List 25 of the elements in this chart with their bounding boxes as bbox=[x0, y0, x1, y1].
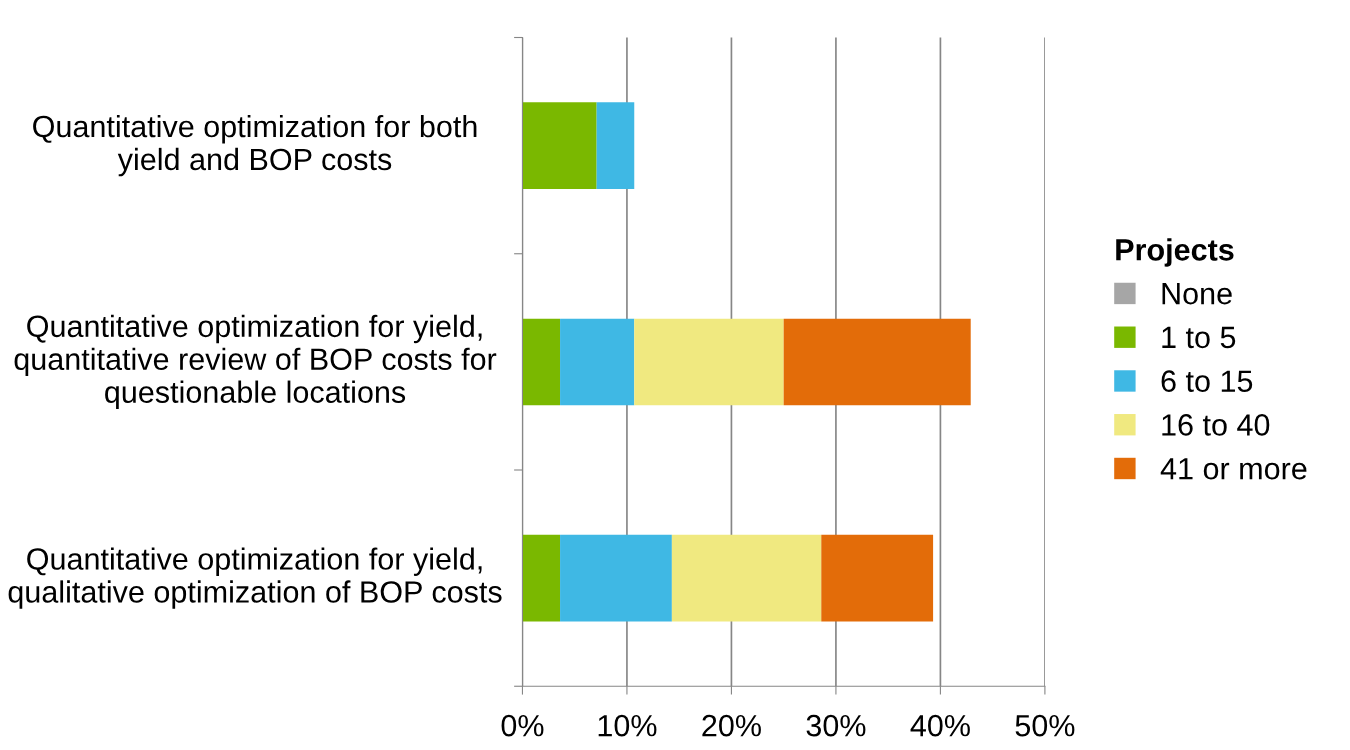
x-tick-label: 20% bbox=[702, 714, 761, 737]
bar bbox=[634, 318, 784, 406]
y-tick-label: Quantitative optimization for yield, quantitative review of BOP costs for questionable locations bbox=[14, 314, 497, 410]
x-tick-label: 30% bbox=[806, 714, 866, 737]
x-tick-label: 50% bbox=[1015, 714, 1075, 737]
legend-title: Projects bbox=[1116, 238, 1234, 267]
legend-label: 1 to 5 bbox=[1162, 326, 1236, 349]
legend-label: 6 to 15 bbox=[1161, 370, 1253, 392]
bar bbox=[522, 102, 597, 189]
legend-label: None bbox=[1162, 283, 1232, 305]
bar bbox=[522, 318, 561, 406]
x-tick-label: 10% bbox=[598, 714, 657, 737]
bar bbox=[560, 534, 672, 622]
bar bbox=[783, 318, 971, 406]
y-tick-label: Quantitative optimization for both yield and BOP costs bbox=[33, 114, 477, 177]
bar bbox=[560, 318, 635, 406]
x-tick-label: 40% bbox=[910, 714, 970, 737]
legend-label: 16 to 40 bbox=[1162, 414, 1270, 436]
bar bbox=[821, 534, 934, 622]
legend-label: 41 or more bbox=[1160, 458, 1307, 480]
bar bbox=[671, 534, 822, 622]
y-tick-label: Quantitative optimization for yield, qualitative optimization of BOP costs bbox=[8, 547, 502, 609]
bar bbox=[596, 102, 635, 189]
bar bbox=[522, 534, 561, 622]
x-tick-label: 0% bbox=[501, 714, 544, 737]
